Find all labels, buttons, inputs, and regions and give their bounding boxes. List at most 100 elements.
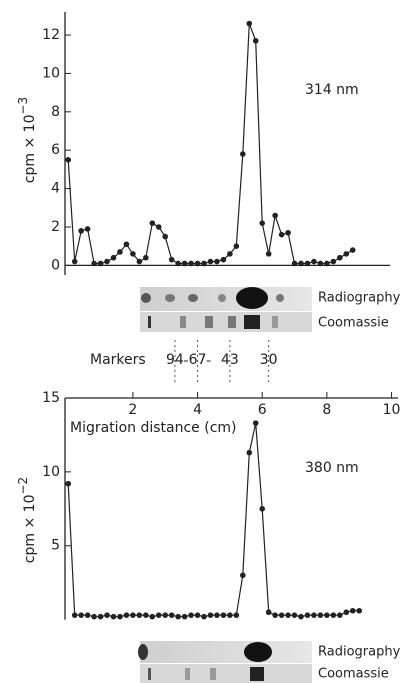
marker-label: 94 [166, 352, 184, 368]
y-tick-label: 2 [51, 219, 60, 235]
y-tick-label: 10 [42, 65, 60, 81]
x-axis-label: Migration distance (cm) [70, 420, 237, 436]
data-point [175, 613, 181, 620]
annotation: 314 nm [305, 82, 359, 98]
data-point [155, 224, 162, 230]
annotation: 380 nm [305, 460, 359, 476]
data-point [311, 612, 317, 618]
data-point [291, 260, 298, 267]
data-point [91, 613, 97, 620]
y-tick-label: 0 [51, 257, 60, 273]
data-point [104, 612, 110, 618]
data-point [78, 612, 84, 618]
data-point [117, 613, 123, 620]
gel-bottom [138, 641, 312, 683]
gel-label: Coomassie [318, 667, 389, 682]
data-point [188, 612, 194, 618]
y-tick-label: 10 [42, 464, 60, 480]
data-point [123, 612, 130, 618]
data-point [317, 260, 324, 267]
x-tick-label: 8 [322, 402, 331, 418]
y-label-exponent: −3 [16, 97, 30, 115]
data-point [220, 612, 227, 618]
data-point [246, 20, 253, 27]
data-point [201, 613, 207, 620]
data-point [162, 612, 169, 618]
data-point [259, 506, 266, 512]
gel-top [140, 287, 312, 332]
data-point [71, 258, 78, 265]
data-point [233, 612, 240, 618]
data-point [265, 251, 272, 257]
data-point [181, 260, 188, 267]
y-axis-label: cpm × 10−2 [16, 477, 39, 563]
data-point [220, 256, 227, 263]
data-point [117, 249, 123, 255]
data-point [91, 260, 97, 267]
data-point [330, 258, 337, 265]
marker-label: 43 [221, 352, 239, 368]
x-tick-label: 10 [383, 402, 401, 418]
data-point [246, 449, 253, 456]
data-point [304, 612, 311, 618]
data-point [207, 612, 214, 618]
data-point [304, 260, 311, 267]
data-point [324, 612, 330, 618]
y-tick-label: 4 [51, 181, 60, 197]
data-point [252, 37, 259, 44]
data-point [343, 609, 350, 616]
x-tick-label: 2 [128, 402, 137, 418]
data-point [272, 212, 278, 219]
data-point [84, 226, 91, 232]
data-point [175, 260, 181, 267]
data-point [136, 258, 143, 265]
gel-label: Radiography [318, 291, 401, 306]
data-point [143, 254, 149, 261]
data-point [343, 251, 350, 257]
data-point [130, 612, 136, 618]
data-point [168, 612, 175, 618]
data-point [130, 251, 136, 257]
data-point [298, 260, 304, 267]
x-tick-label: 6 [258, 402, 267, 418]
data-point [188, 260, 194, 267]
data-point [240, 151, 246, 157]
gel-label: Radiography [318, 645, 401, 660]
data-point [227, 251, 233, 257]
data-line [67, 422, 360, 618]
y-label-text: cpm × 10 [22, 115, 38, 184]
data-point [136, 612, 143, 618]
data-point [97, 260, 104, 267]
y-tick-label: 15 [42, 390, 60, 406]
y-axis-label: cpm × 10−3 [16, 97, 39, 183]
data-point [349, 607, 356, 614]
data-point [214, 612, 220, 618]
data-point [265, 609, 272, 616]
data-point [71, 612, 78, 618]
marker-label: 67 [189, 352, 207, 368]
data-point [285, 612, 291, 618]
marker-label: 30 [260, 352, 278, 368]
data-point [337, 254, 343, 261]
data-point [317, 612, 324, 618]
data-point [201, 260, 207, 267]
data-point [227, 612, 233, 618]
data-point [110, 254, 117, 261]
data-point [155, 612, 162, 618]
data-point [311, 258, 317, 265]
y-tick-label: 12 [42, 27, 60, 43]
data-point [181, 613, 188, 620]
data-point [233, 243, 240, 250]
data-point [240, 572, 246, 579]
data-point [149, 220, 156, 226]
data-point [65, 480, 72, 487]
data-point [349, 247, 356, 253]
y-tick-label: 5 [51, 538, 60, 554]
data-point [252, 420, 259, 426]
y-label-exponent: −2 [16, 477, 30, 495]
y-label-text: cpm × 10 [22, 495, 38, 564]
y-tick-label: 6 [51, 142, 60, 158]
data-point [162, 233, 169, 240]
data-point [214, 258, 220, 265]
